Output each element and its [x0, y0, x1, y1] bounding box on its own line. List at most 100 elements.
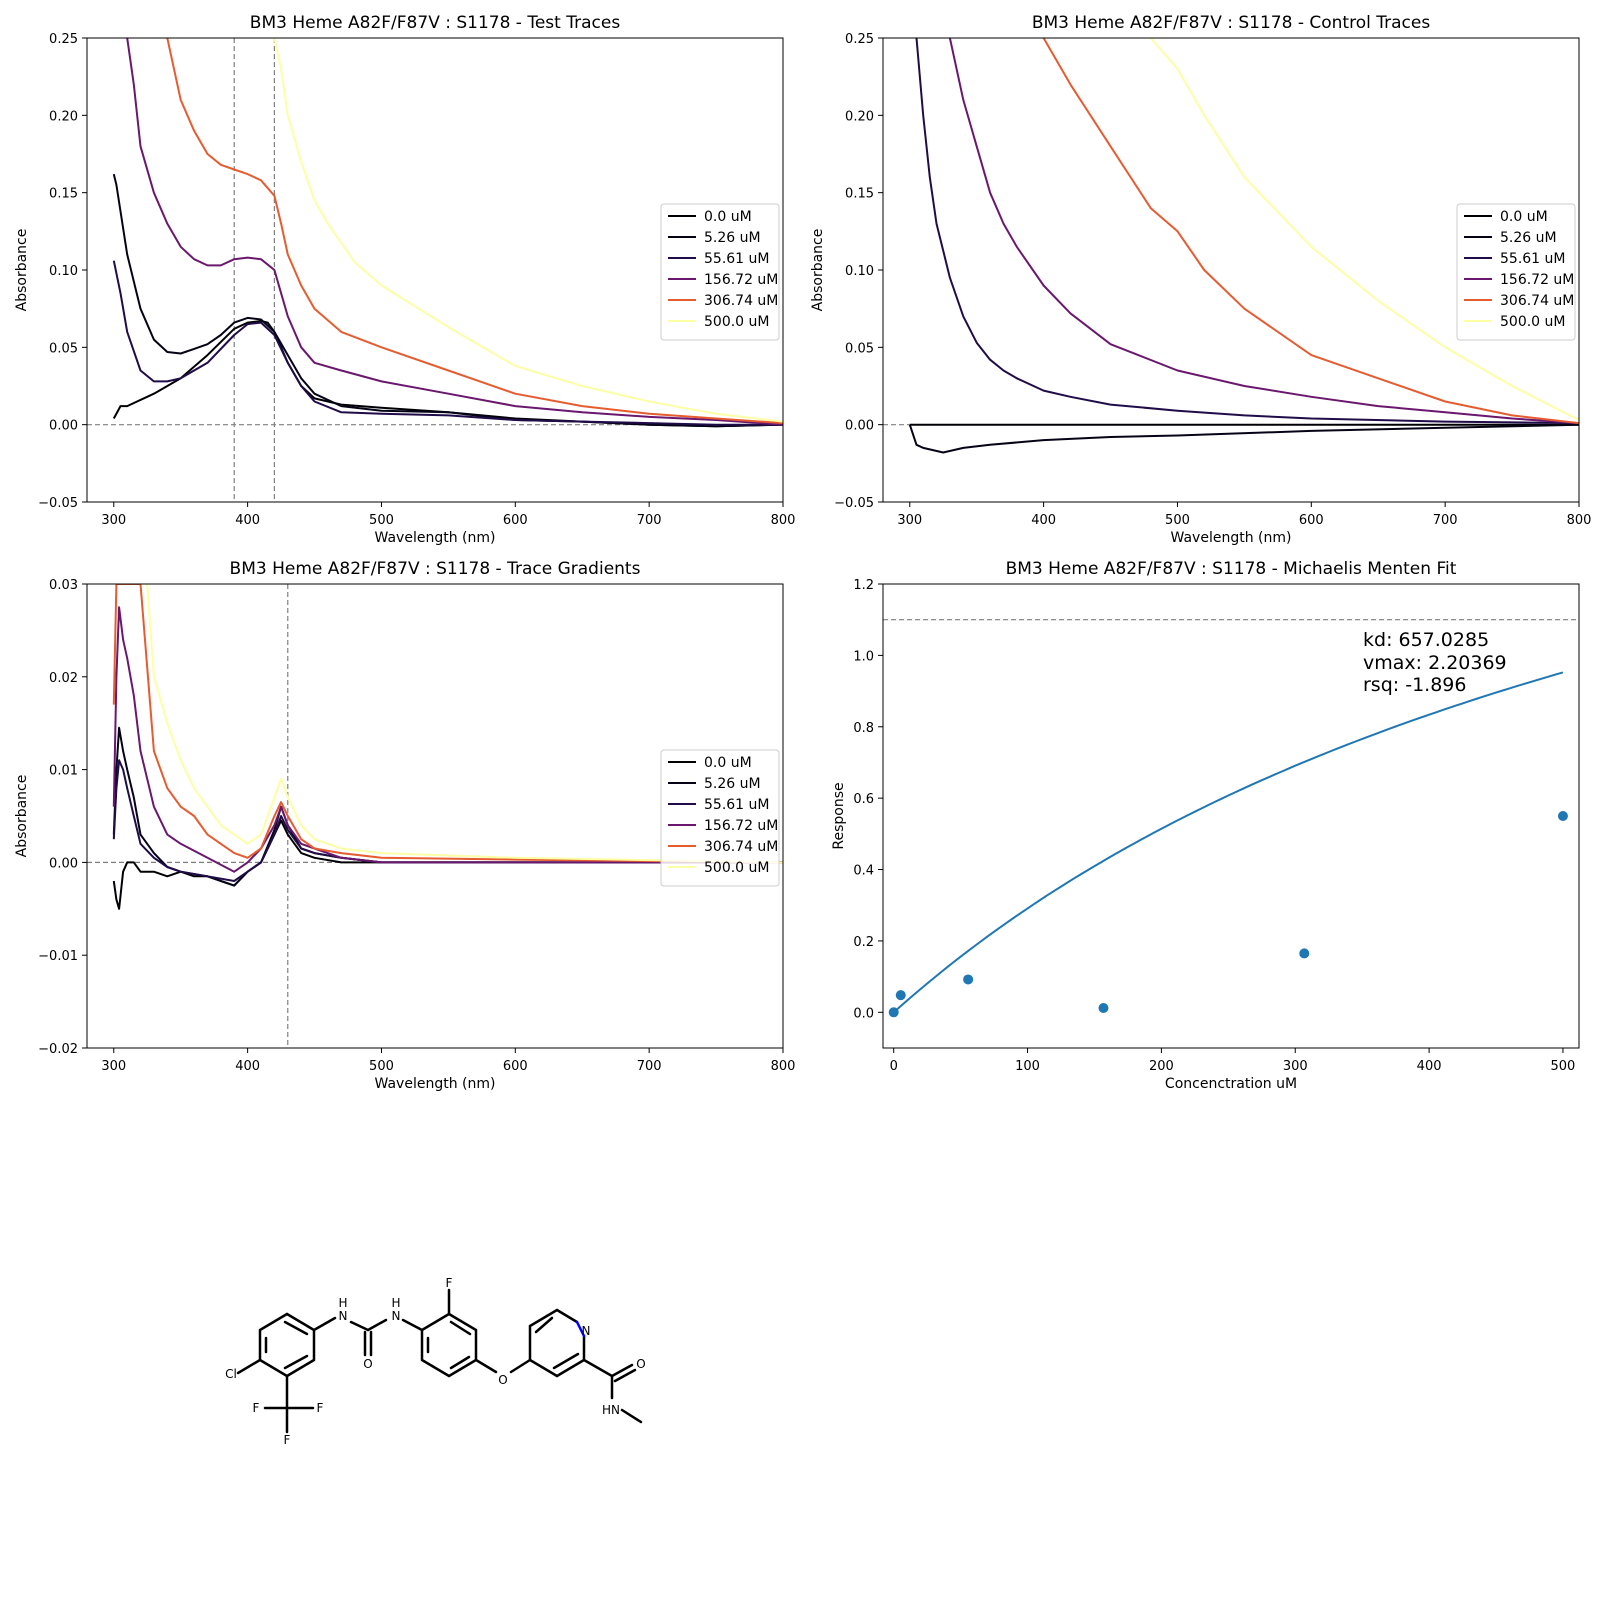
y-tick-label: 0.15 — [49, 187, 78, 202]
x-tick-label: 400 — [1031, 513, 1056, 528]
nitrogen-atom: N — [392, 1309, 401, 1323]
chart-title: BM3 Heme A82F/F87V : S1178 - Test Traces — [250, 13, 621, 33]
x-ticks: 300 400 500 600 700 800 — [897, 502, 1591, 528]
y-tick-label: 0.6 — [853, 792, 874, 807]
nitrogen-atom: N — [339, 1309, 348, 1323]
series-line — [915, 38, 1579, 425]
data-point — [888, 1007, 899, 1018]
y-axis-label: Absorbance — [14, 775, 30, 858]
y-tick-label: 0.05 — [49, 341, 78, 356]
fit-kd-text: kd: 657.0285 — [1363, 629, 1489, 651]
bond-pyridine-n — [575, 1320, 586, 1338]
trace-gradients-chart: BM3 Heme A82F/F87V : S1178 - Trace Gradi… — [14, 559, 795, 1092]
x-tick-label: 600 — [503, 1059, 528, 1074]
legend-label: 0.0 uM — [1500, 209, 1548, 225]
y-tick-label: 0.25 — [49, 32, 78, 47]
y-axis-label: Absorbance — [810, 229, 826, 312]
fit-vmax-text: vmax: 2.20369 — [1363, 652, 1507, 674]
y-tick-label: 0.00 — [49, 856, 78, 871]
test-traces-chart: BM3 Heme A82F/F87V : S1178 - Test Traces… — [14, 13, 795, 546]
hydrogen-label: H — [391, 1296, 400, 1310]
x-axis-label: Wavelength (nm) — [1171, 530, 1292, 546]
x-tick-label: 500 — [1551, 1059, 1576, 1074]
legend-label: 5.26 uM — [704, 776, 761, 792]
y-tick-label: −0.02 — [38, 1042, 78, 1057]
legend-label: 500.0 uM — [1500, 314, 1565, 330]
x-ticks: 0 100 200 300 400 500 — [890, 1048, 1576, 1074]
data-point — [895, 990, 906, 1001]
y-tick-label: 0.00 — [845, 419, 874, 434]
michaelis-menten-chart: BM3 Heme A82F/F87V : S1178 - Michaelis M… — [831, 559, 1580, 1092]
x-tick-label: 700 — [637, 1059, 662, 1074]
y-tick-label: 0.20 — [49, 109, 78, 124]
x-tick-label: 500 — [369, 1059, 394, 1074]
y-tick-label: 0.02 — [49, 671, 78, 686]
x-tick-label: 800 — [1567, 513, 1592, 528]
x-tick-label: 100 — [1015, 1059, 1040, 1074]
y-tick-label: 0.05 — [845, 341, 874, 356]
y-tick-label: 0.0 — [853, 1006, 874, 1021]
oxygen-atom: O — [363, 1357, 372, 1371]
atom-labels: Cl F F F H N H N O F O N O HN — [225, 1276, 646, 1447]
x-tick-label: 800 — [771, 513, 796, 528]
legend-label: 5.26 uM — [1500, 230, 1557, 246]
ring-b-bonds — [420, 1288, 532, 1378]
ring-c-bonds — [528, 1308, 643, 1424]
fluorine-atom: F — [446, 1276, 453, 1290]
legend-label: 306.74 uM — [704, 293, 778, 309]
y-tick-label: 0.00 — [49, 419, 78, 434]
urea-bonds — [312, 1316, 424, 1357]
y-ticks: −0.05 0.00 0.05 0.10 0.15 0.20 0.25 — [834, 32, 883, 511]
series-line — [112, 759, 783, 882]
series-line — [166, 38, 783, 425]
y-tick-label: 0.10 — [845, 264, 874, 279]
series-line — [126, 38, 783, 426]
chart-title: BM3 Heme A82F/F87V : S1178 - Michaelis M… — [1006, 559, 1457, 579]
x-tick-label: 300 — [101, 1059, 126, 1074]
legend-label: 306.74 uM — [704, 839, 778, 855]
series-line — [112, 260, 783, 426]
axes-frame — [86, 583, 784, 1049]
series-line — [1149, 38, 1579, 421]
legend-label: 0.0 uM — [704, 755, 752, 771]
x-tick-label: 400 — [1417, 1059, 1442, 1074]
series-line — [112, 606, 783, 873]
legend-label: 500.0 uM — [704, 860, 769, 876]
x-tick-label: 400 — [235, 1059, 260, 1074]
oxygen-atom: O — [498, 1373, 507, 1387]
plot-area — [883, 38, 1579, 454]
hydrogen-label: H — [338, 1296, 347, 1310]
chart-title: BM3 Heme A82F/F87V : S1178 - Control Tra… — [1032, 13, 1431, 33]
y-tick-label: 0.2 — [853, 935, 874, 950]
y-tick-label: 0.01 — [49, 764, 78, 779]
legend-label: 0.0 uM — [704, 209, 752, 225]
y-ticks: −0.05 0.00 0.05 0.10 0.15 0.20 0.25 — [38, 32, 87, 511]
legend-label: 306.74 uM — [1500, 293, 1574, 309]
y-tick-label: 0.8 — [853, 721, 874, 736]
y-tick-label: 0.03 — [49, 578, 78, 593]
fit-rsq-text: rsq: -1.896 — [1363, 674, 1466, 696]
series-line — [273, 38, 783, 423]
legend-label: 55.61 uM — [1500, 251, 1565, 267]
chart-title: BM3 Heme A82F/F87V : S1178 - Trace Gradi… — [230, 559, 641, 579]
y-axis-label: Absorbance — [14, 229, 30, 312]
legend: 0.0 uM 5.26 uM 55.61 uM 156.72 uM 306.74 uM 5… — [660, 203, 780, 341]
y-tick-label: 0.20 — [845, 109, 874, 124]
fluorine-atom: F — [317, 1401, 324, 1415]
plot-area — [87, 584, 783, 1048]
y-tick-label: 0.15 — [845, 187, 874, 202]
legend-label: 5.26 uM — [704, 230, 761, 246]
y-tick-label: 0.10 — [49, 264, 78, 279]
x-tick-label: 300 — [897, 513, 922, 528]
x-ticks: 300 400 500 600 700 800 — [101, 502, 795, 528]
legend-label: 156.72 uM — [1500, 272, 1574, 288]
x-axis-label: Wavelength (nm) — [375, 530, 496, 546]
data-point — [1098, 1003, 1109, 1014]
oxygen-atom: O — [636, 1357, 645, 1371]
y-tick-label: 0.25 — [845, 32, 874, 47]
x-axis-label: Concenctration uM — [1165, 1076, 1297, 1092]
fluorine-atom: F — [284, 1433, 291, 1447]
bond-c-cl — [236, 1358, 262, 1375]
y-axis-label: Response — [831, 782, 847, 849]
plot-area — [87, 38, 783, 502]
